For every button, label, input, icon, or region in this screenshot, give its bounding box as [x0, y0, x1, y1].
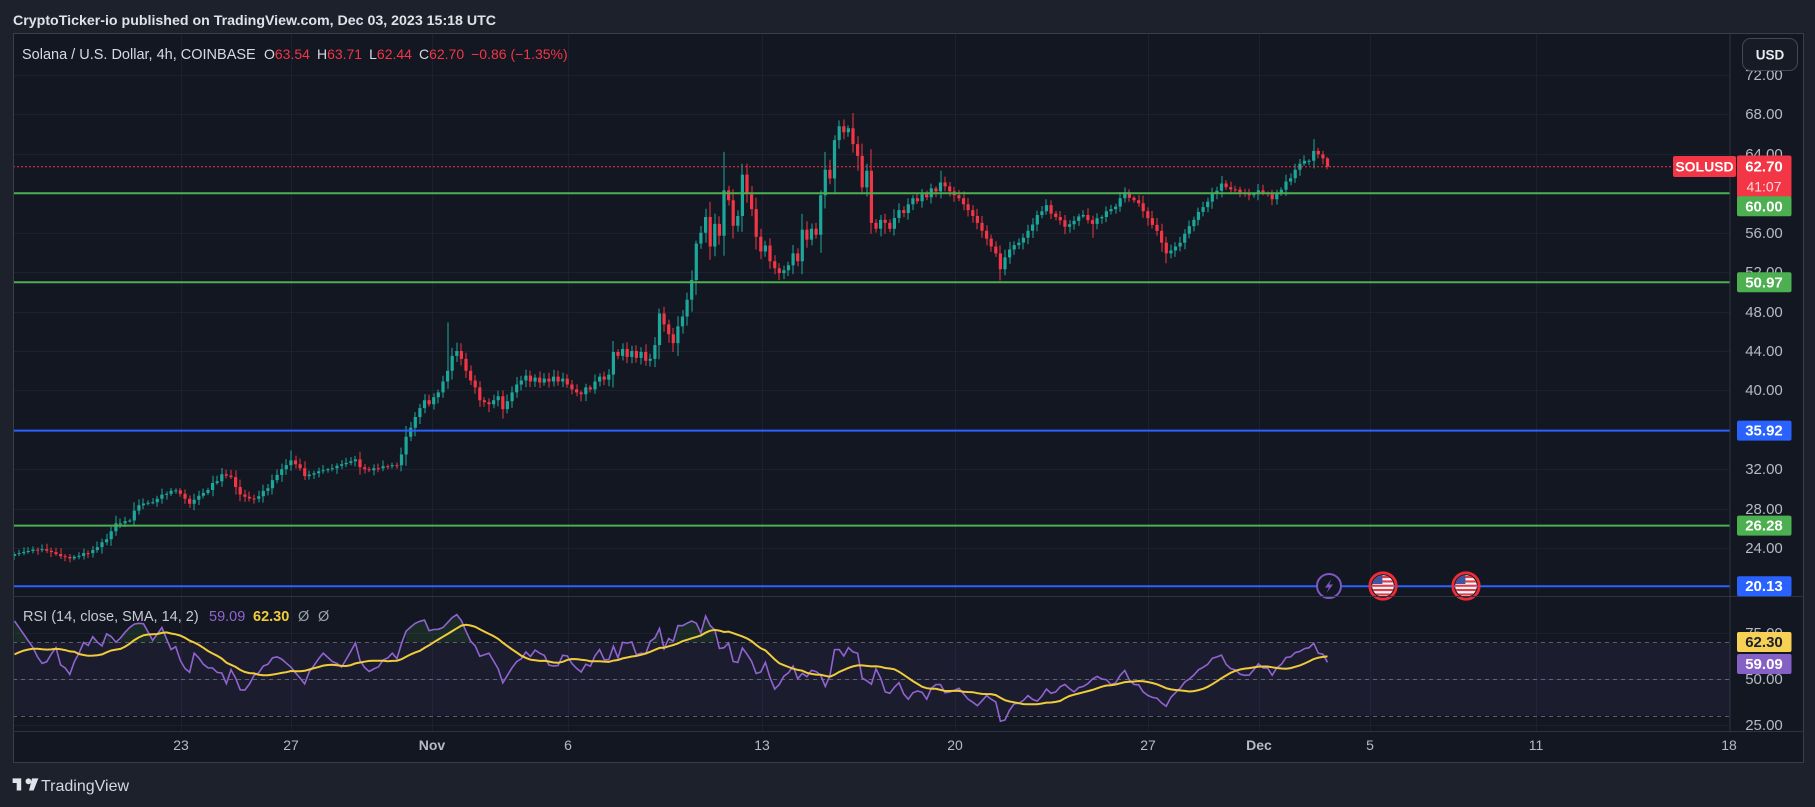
svg-text:Ø: Ø — [298, 609, 309, 625]
svg-text:48.00: 48.00 — [1745, 304, 1783, 321]
svg-text:20: 20 — [947, 737, 963, 753]
svg-text:28.00: 28.00 — [1745, 501, 1783, 518]
svg-text:6: 6 — [564, 737, 572, 753]
svg-text:56.00: 56.00 — [1745, 225, 1783, 242]
svg-text:TradingView: TradingView — [41, 778, 129, 795]
svg-text:23: 23 — [173, 737, 189, 753]
svg-text:26.28: 26.28 — [1745, 518, 1783, 535]
svg-text:20.13: 20.13 — [1745, 578, 1783, 595]
svg-text:18: 18 — [1721, 737, 1737, 753]
svg-text:27: 27 — [283, 737, 299, 753]
svg-text:68.00: 68.00 — [1745, 106, 1783, 123]
svg-text:Dec: Dec — [1246, 737, 1272, 753]
svg-text:25.00: 25.00 — [1745, 717, 1783, 734]
svg-text:Solana / U.S. Dollar, 4h, COIN: Solana / U.S. Dollar, 4h, COINBASE — [22, 47, 256, 63]
svg-text:60.00: 60.00 — [1745, 198, 1783, 215]
svg-text:5: 5 — [1366, 737, 1374, 753]
svg-text:35.92: 35.92 — [1745, 423, 1783, 440]
svg-text:Ø: Ø — [318, 609, 329, 625]
svg-text:59.09: 59.09 — [1745, 656, 1783, 673]
svg-text:11: 11 — [1529, 737, 1544, 753]
svg-text:CryptoTicker-io published on T: CryptoTicker-io published on TradingView… — [13, 13, 496, 29]
svg-text:SOLUSD: SOLUSD — [1675, 159, 1733, 175]
svg-text:62.30: 62.30 — [253, 609, 289, 625]
svg-text:59.09: 59.09 — [209, 609, 245, 625]
svg-text:50.97: 50.97 — [1745, 274, 1783, 291]
svg-text:41:07: 41:07 — [1746, 179, 1781, 195]
svg-text:72.00: 72.00 — [1745, 67, 1783, 84]
svg-text:40.00: 40.00 — [1745, 382, 1783, 399]
svg-text:44.00: 44.00 — [1745, 343, 1783, 360]
svg-text:27: 27 — [1140, 737, 1156, 753]
svg-text:50.00: 50.00 — [1745, 671, 1783, 688]
svg-text:24.00: 24.00 — [1745, 540, 1783, 557]
svg-text:62.70: 62.70 — [1745, 159, 1783, 176]
svg-text:RSI (14, close, SMA, 14, 2): RSI (14, close, SMA, 14, 2) — [23, 609, 199, 625]
svg-text:32.00: 32.00 — [1745, 461, 1783, 478]
svg-text:USD: USD — [1756, 48, 1785, 63]
svg-text:Nov: Nov — [419, 737, 446, 753]
svg-text:13: 13 — [754, 737, 770, 753]
svg-text:62.30: 62.30 — [1745, 634, 1783, 651]
